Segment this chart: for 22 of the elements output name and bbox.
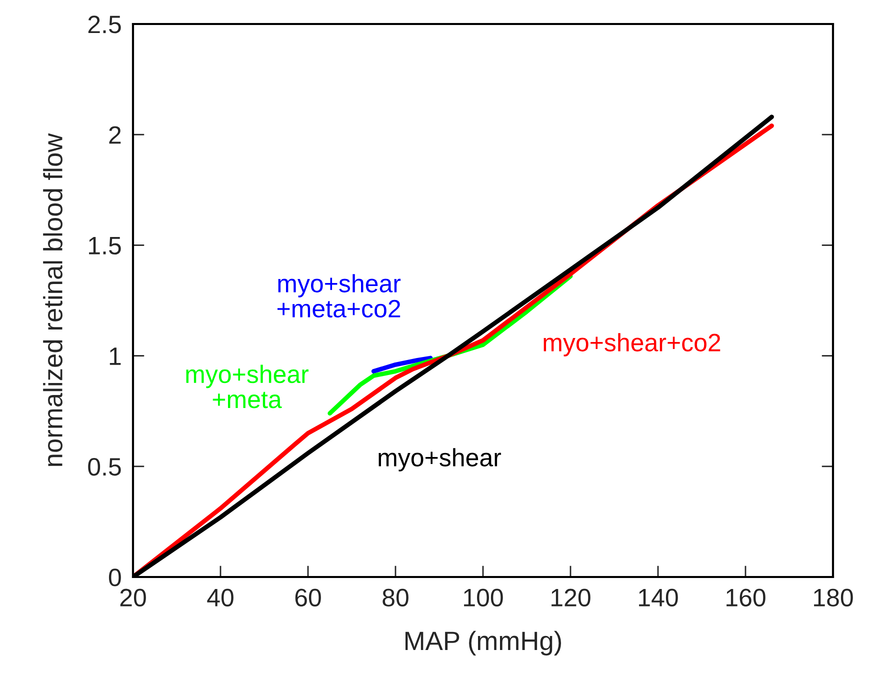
x-tick-label: 140: [639, 588, 678, 606]
y-tick-label: 0.5: [88, 458, 121, 476]
x-tick-label: 160: [726, 588, 766, 606]
y-tick-label: 2: [109, 126, 121, 144]
x-tick-label: 180: [814, 588, 853, 606]
x-tick-label: 60: [295, 588, 321, 606]
x-tick-label: 80: [382, 588, 408, 606]
series-label: myo+shear +meta: [186, 364, 309, 408]
y-tick-label: 1.5: [89, 237, 121, 255]
y-axis-title: normalized retinal blood flow: [43, 133, 62, 466]
x-tick-label: 40: [207, 588, 234, 606]
series-label: myo+shear: [378, 448, 502, 472]
y-tick-label: 2.5: [88, 16, 121, 34]
series-label: myo+shear +meta+co2: [277, 274, 401, 318]
x-tick-label: 100: [464, 588, 503, 606]
y-tick-label: 0: [108, 568, 121, 586]
y-tick-label: 1: [110, 348, 121, 365]
x-tick-label: 20: [120, 588, 146, 606]
series-label: myo+shear+co2: [544, 333, 720, 356]
x-tick-label: 120: [552, 588, 590, 606]
line-series: [371, 356, 433, 374]
x-axis-title: MAP (mmHg): [406, 630, 562, 656]
